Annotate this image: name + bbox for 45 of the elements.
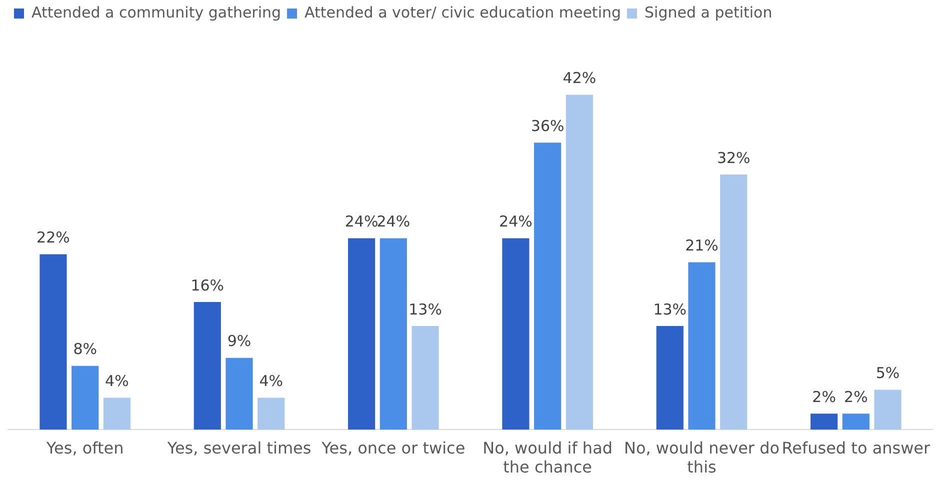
- x-tick-label: Yes, once or twice: [320, 438, 466, 458]
- data-label: 8%: [73, 340, 97, 358]
- legend-label: Attended a voter/ civic education meeting: [304, 3, 622, 22]
- legend-label: Attended a community gathering: [32, 3, 282, 22]
- data-label: 24%: [376, 212, 410, 231]
- x-tick-label: Yes, often: [45, 438, 124, 458]
- data-label: 16%: [190, 276, 224, 294]
- data-label: 32%: [716, 148, 750, 167]
- data-label: 4%: [259, 372, 284, 390]
- bar: [380, 238, 407, 430]
- data-label: 24%: [499, 212, 532, 231]
- bar: [534, 142, 562, 430]
- data-label: 21%: [685, 236, 718, 255]
- bar: [348, 238, 376, 430]
- data-label: 2%: [812, 388, 836, 406]
- bar: [258, 398, 285, 430]
- x-tick-label: No, would if had the chance: [482, 438, 613, 477]
- bar: [810, 414, 838, 430]
- bar: [194, 302, 221, 430]
- data-label: 13%: [653, 300, 687, 318]
- legend-label: Signed a petition: [644, 3, 772, 22]
- data-label: 36%: [530, 117, 564, 135]
- bar: [688, 262, 716, 430]
- bar: [656, 326, 684, 430]
- data-label: 2%: [844, 388, 868, 406]
- x-tick-label: Refused to answer: [782, 438, 931, 458]
- x-tick-label: Yes, several times: [166, 438, 312, 458]
- bar: [566, 94, 593, 430]
- data-label: 4%: [105, 372, 129, 390]
- data-label: 22%: [36, 228, 70, 247]
- data-label: 13%: [408, 300, 442, 318]
- data-label: 9%: [227, 332, 252, 350]
- bar: [720, 174, 748, 430]
- bar: [40, 254, 67, 430]
- data-label: 42%: [562, 69, 596, 88]
- bar: [842, 414, 870, 430]
- data-label: 24%: [344, 212, 378, 231]
- bar: [103, 398, 130, 430]
- bar: [502, 238, 530, 430]
- bar: [874, 390, 902, 430]
- x-tick-label: No, would never do this: [624, 438, 780, 477]
- bar: [226, 358, 253, 430]
- data-label: 5%: [876, 364, 900, 382]
- bar: [72, 366, 99, 430]
- bar: [412, 326, 439, 430]
